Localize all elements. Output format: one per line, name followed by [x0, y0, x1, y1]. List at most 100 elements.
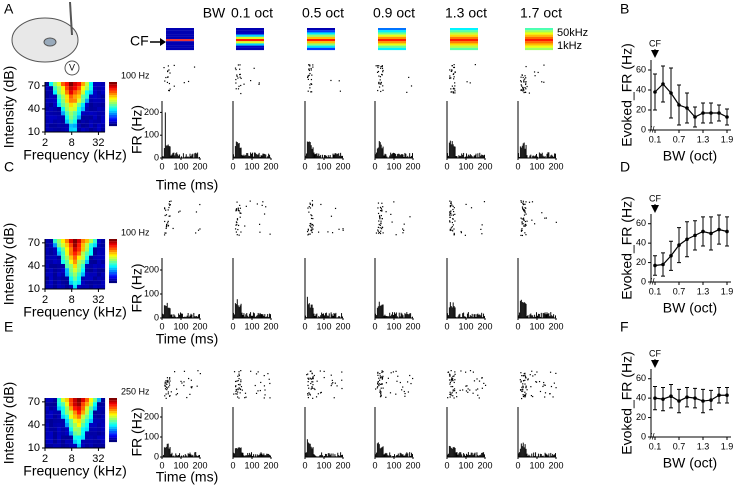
psth-bin	[386, 315, 388, 318]
spectrogram-band	[307, 45, 335, 48]
spike	[164, 385, 166, 387]
psth-bin	[266, 453, 268, 457]
spike	[377, 202, 380, 204]
psth-bin	[198, 455, 200, 457]
psth-bin	[254, 454, 256, 457]
heat-cell	[69, 410, 74, 415]
psth-bin	[247, 452, 249, 457]
heat-cell	[101, 264, 106, 269]
psth-bin	[535, 316, 537, 318]
psth-bin	[314, 154, 316, 158]
heat-cell	[85, 111, 90, 116]
colorbar-step	[109, 95, 117, 98]
psth-bin	[476, 314, 478, 318]
psth-bin	[259, 312, 261, 318]
spike	[534, 223, 536, 225]
psth-bin	[530, 313, 532, 318]
psth-bin	[452, 302, 454, 318]
heat-cell	[65, 268, 70, 273]
spectrogram-band	[450, 39, 478, 42]
psth-bin	[470, 316, 472, 318]
spike	[380, 209, 382, 212]
psth-bin	[459, 452, 461, 457]
spike	[258, 83, 260, 85]
heat-cell	[49, 107, 54, 112]
bw-column-label: 0.1 oct	[231, 5, 273, 21]
spike	[402, 386, 404, 388]
colorbar-step	[109, 261, 117, 264]
panel-label: B	[620, 1, 629, 17]
psth-bin	[409, 313, 411, 318]
heat-cell	[81, 119, 86, 124]
psth-bin	[548, 152, 550, 158]
x-tick-label: 200	[263, 321, 278, 331]
spike	[164, 214, 166, 217]
spike	[378, 220, 380, 222]
spike	[168, 206, 170, 209]
heat-cell	[73, 264, 78, 269]
heat-cell	[93, 102, 98, 108]
heat-cell	[45, 443, 50, 449]
spike	[169, 215, 171, 217]
x-tick-label: 200	[477, 321, 492, 331]
heat-cell	[89, 427, 94, 432]
spectrogram-band	[525, 41, 553, 44]
spike	[323, 376, 325, 379]
heat-cell	[45, 423, 50, 428]
spike	[306, 230, 309, 233]
heat-cell	[61, 284, 66, 290]
spike	[453, 73, 455, 75]
heat-cell	[65, 264, 70, 269]
heat-cell	[97, 414, 102, 419]
psth-bin	[194, 452, 196, 457]
y-tick-label: 0	[641, 124, 646, 134]
data-point	[677, 243, 681, 247]
heat-cell	[101, 406, 106, 411]
spike	[406, 91, 408, 93]
heat-cell	[93, 107, 98, 112]
panel-label: D	[620, 159, 630, 175]
spike	[241, 389, 243, 391]
spike	[317, 231, 320, 233]
heat-cell	[101, 402, 106, 407]
spike	[311, 91, 313, 93]
psth-bin	[252, 156, 254, 158]
spike	[536, 371, 538, 373]
heat-cell	[101, 268, 106, 273]
psth-bin	[255, 316, 257, 318]
psth-bin	[310, 304, 312, 318]
spike	[534, 75, 536, 77]
psth-bin	[168, 146, 170, 158]
spike	[521, 74, 523, 76]
heat-cell	[77, 119, 82, 124]
heat-cell	[97, 410, 102, 415]
spike	[169, 380, 171, 382]
spike	[249, 200, 251, 202]
psth-bin	[255, 153, 257, 158]
psth-bin	[394, 454, 395, 457]
spike	[165, 76, 167, 79]
spike	[452, 224, 454, 226]
panel-label: A	[4, 1, 14, 17]
spectrogram-band	[525, 28, 553, 31]
spike	[310, 224, 312, 226]
spike	[311, 386, 313, 388]
spike	[520, 84, 522, 86]
psth-bin	[457, 454, 459, 457]
spike	[449, 77, 451, 79]
spike	[533, 71, 536, 73]
x-tick-label: 0	[159, 321, 164, 331]
heat-cell	[93, 255, 98, 260]
spike	[239, 68, 241, 70]
raster	[163, 64, 196, 92]
colorbar-step	[109, 280, 117, 284]
spike	[236, 201, 238, 203]
psth-bin	[248, 155, 250, 158]
x-axis-label: Frequency (kHz)	[23, 304, 126, 320]
spike	[381, 73, 383, 76]
psth-bin	[247, 315, 249, 318]
spike	[549, 393, 551, 395]
heat-cell	[45, 427, 50, 432]
spike	[525, 77, 527, 79]
spike	[519, 389, 522, 391]
